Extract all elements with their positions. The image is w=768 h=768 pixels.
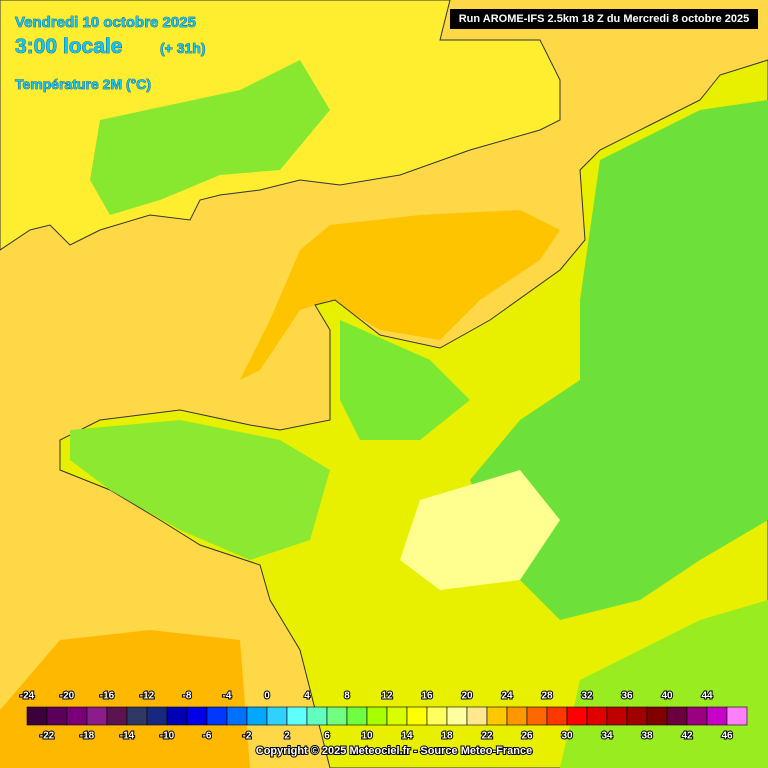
- legend-label: 0: [264, 691, 270, 702]
- legend-swatch: [206, 706, 228, 726]
- legend-label: -14: [120, 731, 135, 742]
- legend-label: 44: [701, 691, 713, 702]
- legend-swatch: [426, 706, 448, 726]
- legend-swatch: [186, 706, 208, 726]
- legend-label: -22: [40, 731, 55, 742]
- legend-swatch: [226, 706, 248, 726]
- legend-label: 8: [344, 691, 350, 702]
- copyright: Copyright © 2025 Meteociel.fr - Source M…: [256, 745, 532, 757]
- legend-swatch: [626, 706, 648, 726]
- biscay-warm: [0, 630, 250, 768]
- england-green: [90, 60, 330, 215]
- legend-label: 20: [461, 691, 473, 702]
- legend-label: 18: [441, 731, 453, 742]
- legend-label: 22: [481, 731, 493, 742]
- legend-label: 40: [661, 691, 673, 702]
- legend-label: 6: [324, 731, 330, 742]
- legend-swatch: [126, 706, 148, 726]
- legend-label: -8: [183, 691, 192, 702]
- run-banner: [450, 9, 758, 29]
- legend-label: 10: [361, 731, 373, 742]
- legend-label: 38: [641, 731, 653, 742]
- legend-swatch: [146, 706, 168, 726]
- legend-swatch: [606, 706, 628, 726]
- legend-label: 12: [381, 691, 393, 702]
- legend-label: 28: [541, 691, 553, 702]
- normandy-green: [340, 320, 470, 440]
- legend-label: 36: [621, 691, 633, 702]
- legend-swatch: [506, 706, 528, 726]
- legend-swatch: [486, 706, 508, 726]
- legend-swatch: [346, 706, 368, 726]
- south-green: [560, 600, 768, 768]
- legend-swatch: [166, 706, 188, 726]
- legend-swatch: [406, 706, 428, 726]
- legend-label: -20: [60, 691, 75, 702]
- time: 3:00 locale: [15, 35, 122, 58]
- legend-label: -2: [243, 731, 252, 742]
- warm-patch: [400, 470, 560, 590]
- legend-swatch: [586, 706, 608, 726]
- legend-label: 4: [304, 691, 310, 702]
- legend-swatch: [306, 706, 328, 726]
- channel-warm: [240, 210, 560, 380]
- legend-label: 16: [421, 691, 433, 702]
- date: Vendredi 10 octobre 2025: [15, 14, 196, 31]
- legend-swatch: [446, 706, 468, 726]
- brittany-green: [70, 420, 330, 560]
- legend-label: 32: [581, 691, 593, 702]
- legend-label: -10: [160, 731, 175, 742]
- legend-swatch: [526, 706, 548, 726]
- legend-swatch: [646, 706, 668, 726]
- legend-swatch: [266, 706, 288, 726]
- legend-label: -4: [223, 691, 232, 702]
- legend-swatch: [466, 706, 488, 726]
- legend-swatch: [66, 706, 88, 726]
- legend-label: 42: [681, 731, 693, 742]
- legend-label: -18: [80, 731, 95, 742]
- legend-label: -16: [100, 691, 115, 702]
- legend-label: 34: [601, 731, 613, 742]
- legend-swatch: [546, 706, 568, 726]
- legend-swatch: [366, 706, 388, 726]
- legend-label: -24: [20, 691, 35, 702]
- legend-label: 14: [401, 731, 413, 742]
- legend-label: -12: [140, 691, 155, 702]
- legend-label: 26: [521, 731, 533, 742]
- legend-label: 46: [721, 731, 733, 742]
- legend-label: 24: [501, 691, 513, 702]
- legend-swatch: [286, 706, 308, 726]
- run-info: Run AROME-IFS 2.5km 18 Z du Mercredi 8 o…: [459, 13, 750, 25]
- lead-time: (+ 31h): [160, 40, 206, 56]
- legend-swatch: [26, 706, 48, 726]
- parameter: Température 2M (°C): [15, 76, 151, 92]
- legend-label: -6: [203, 731, 212, 742]
- legend-swatch: [386, 706, 408, 726]
- legend-swatch: [46, 706, 68, 726]
- legend-swatch: [566, 706, 588, 726]
- legend-label: 30: [561, 731, 573, 742]
- legend-swatch: [326, 706, 348, 726]
- legend-swatch: [106, 706, 128, 726]
- legend-swatch: [726, 706, 748, 726]
- legend-swatch: [86, 706, 108, 726]
- legend-swatch: [706, 706, 728, 726]
- legend-swatch: [246, 706, 268, 726]
- north-france-green: [470, 100, 768, 620]
- legend-swatch: [666, 706, 688, 726]
- legend-swatch: [686, 706, 708, 726]
- legend-label: 2: [284, 731, 290, 742]
